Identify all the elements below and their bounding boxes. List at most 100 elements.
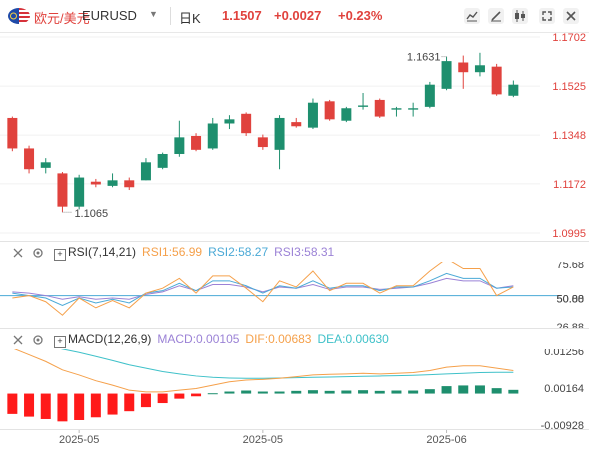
candle-body (140, 162, 151, 181)
dea-line (60, 349, 514, 379)
candle[interactable] (424, 81, 435, 109)
candle[interactable] (408, 102, 419, 117)
rsi1-line (12, 262, 514, 316)
rsi-settings-gear-icon[interactable] (32, 246, 44, 258)
candle[interactable] (241, 112, 252, 136)
candle-body (90, 181, 101, 185)
candle[interactable] (24, 145, 35, 174)
candle-body (441, 61, 452, 89)
candle-body (191, 135, 202, 150)
macd-bar (291, 390, 302, 394)
candle[interactable] (358, 93, 369, 110)
candle[interactable] (458, 55, 469, 89)
candle[interactable] (224, 115, 235, 130)
symbol-code[interactable]: EURUSD (82, 8, 137, 23)
candle[interactable] (341, 106, 352, 123)
macd-bar (358, 390, 369, 394)
macd-bar (491, 388, 502, 394)
macd-settings-gear-icon[interactable] (32, 333, 44, 345)
candle[interactable] (274, 115, 285, 170)
candle[interactable] (474, 52, 485, 77)
fullscreen-icon[interactable] (537, 6, 557, 26)
candle[interactable] (74, 174, 85, 210)
candle[interactable] (57, 172, 68, 213)
candle[interactable] (124, 177, 135, 191)
candle-type-icon[interactable] (510, 6, 530, 26)
macd-expand-icon[interactable]: + (54, 336, 66, 348)
price-tick-label: 1.0995 (552, 228, 586, 240)
candle[interactable] (107, 173, 118, 188)
rsi-tick-label: 26.88 (556, 322, 584, 328)
macd-bar (408, 390, 419, 394)
macd-bar (57, 393, 68, 422)
candle-body (157, 153, 168, 168)
candle-body (374, 99, 385, 117)
rsi3-value: RSI3:58.31 (274, 245, 335, 259)
pair-name[interactable]: 欧元/美元 (34, 11, 90, 26)
candle[interactable] (374, 98, 385, 118)
candle[interactable] (191, 133, 202, 152)
macd-bar (241, 390, 252, 394)
candle[interactable] (90, 178, 101, 188)
candle[interactable] (174, 120, 185, 157)
candle[interactable] (157, 152, 168, 170)
candle-body (408, 108, 419, 110)
macd-bar (341, 390, 352, 394)
macd-value: MACD:0.00105 (157, 332, 240, 346)
candle[interactable] (391, 106, 402, 117)
candle-body (491, 66, 502, 95)
candle-body (307, 102, 318, 128)
candle-body (174, 137, 185, 154)
period-selector[interactable]: 日K (179, 11, 201, 26)
candle[interactable] (291, 117, 302, 128)
dif-value: DIF:0.00683 (245, 332, 312, 346)
macd-bar (424, 389, 435, 394)
candle[interactable] (491, 63, 502, 96)
macd-bar (7, 393, 18, 414)
draw-icon[interactable] (486, 6, 506, 26)
macd-bar (274, 391, 285, 394)
candle[interactable] (7, 116, 18, 152)
price-tick-label: 1.1702 (552, 33, 586, 44)
price-change-percent: +0.23% (338, 8, 383, 23)
macd-bar (224, 391, 235, 394)
macd-bar (458, 385, 469, 394)
price-tick-label: 1.1525 (552, 81, 586, 93)
macd-bar (191, 393, 202, 397)
indicator-icon[interactable] (462, 6, 482, 26)
price-tick-label: 1.1348 (552, 130, 586, 142)
candle-body (474, 65, 485, 73)
high-annotation: 1.1631 (407, 52, 441, 64)
candle[interactable] (307, 98, 318, 130)
candle[interactable] (257, 134, 268, 150)
rsi-expand-icon[interactable]: + (54, 249, 66, 261)
candle[interactable] (508, 80, 519, 98)
candle-body (224, 119, 235, 124)
candle-body (391, 108, 402, 110)
candle-body (207, 123, 218, 149)
macd-chart[interactable]: 0.01256 0.00164 -0.00928 (0, 349, 589, 429)
macd-bar (24, 393, 35, 417)
macd-bar (441, 386, 452, 394)
candle-body (74, 177, 85, 207)
collapse-macd-icon[interactable] (12, 333, 24, 345)
candle-body (458, 62, 469, 73)
candle[interactable] (207, 117, 218, 150)
candle-body (324, 101, 335, 120)
candle[interactable] (441, 56, 452, 91)
settings-icon[interactable] (561, 6, 581, 26)
macd-tick-label: 0.01256 (544, 349, 584, 358)
candle[interactable] (324, 99, 335, 121)
macd-tick-label: 0.00164 (544, 383, 584, 395)
collapse-rsi-icon[interactable] (12, 246, 24, 258)
macd-bar (40, 393, 51, 419)
candlestick-chart[interactable]: 1.1631 1.1065 1.1702 1.1525 1.1348 1.1172 1.… (0, 33, 589, 240)
macd-bar (307, 390, 318, 394)
candle[interactable] (140, 158, 151, 181)
chevron-down-icon[interactable]: ▼ (149, 9, 158, 19)
candle[interactable] (40, 158, 51, 174)
macd-bar (257, 391, 268, 394)
macd-tick-label: -0.00928 (541, 420, 584, 429)
macd-legend: + MACD(12,26,9) MACD:0.00105 DIF:0.00683 DEA… (54, 332, 395, 348)
